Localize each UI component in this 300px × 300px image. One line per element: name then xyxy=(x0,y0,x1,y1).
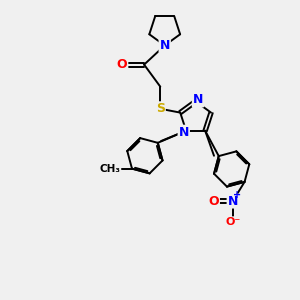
Text: O: O xyxy=(208,194,219,208)
Text: O⁻: O⁻ xyxy=(225,217,240,227)
Text: CH₃: CH₃ xyxy=(99,164,120,174)
Text: +: + xyxy=(233,190,241,200)
Text: N: N xyxy=(160,39,170,52)
Text: N: N xyxy=(193,93,203,106)
Text: N: N xyxy=(228,194,238,208)
Text: O: O xyxy=(117,58,127,71)
Text: N: N xyxy=(178,126,189,139)
Text: S: S xyxy=(156,102,165,115)
